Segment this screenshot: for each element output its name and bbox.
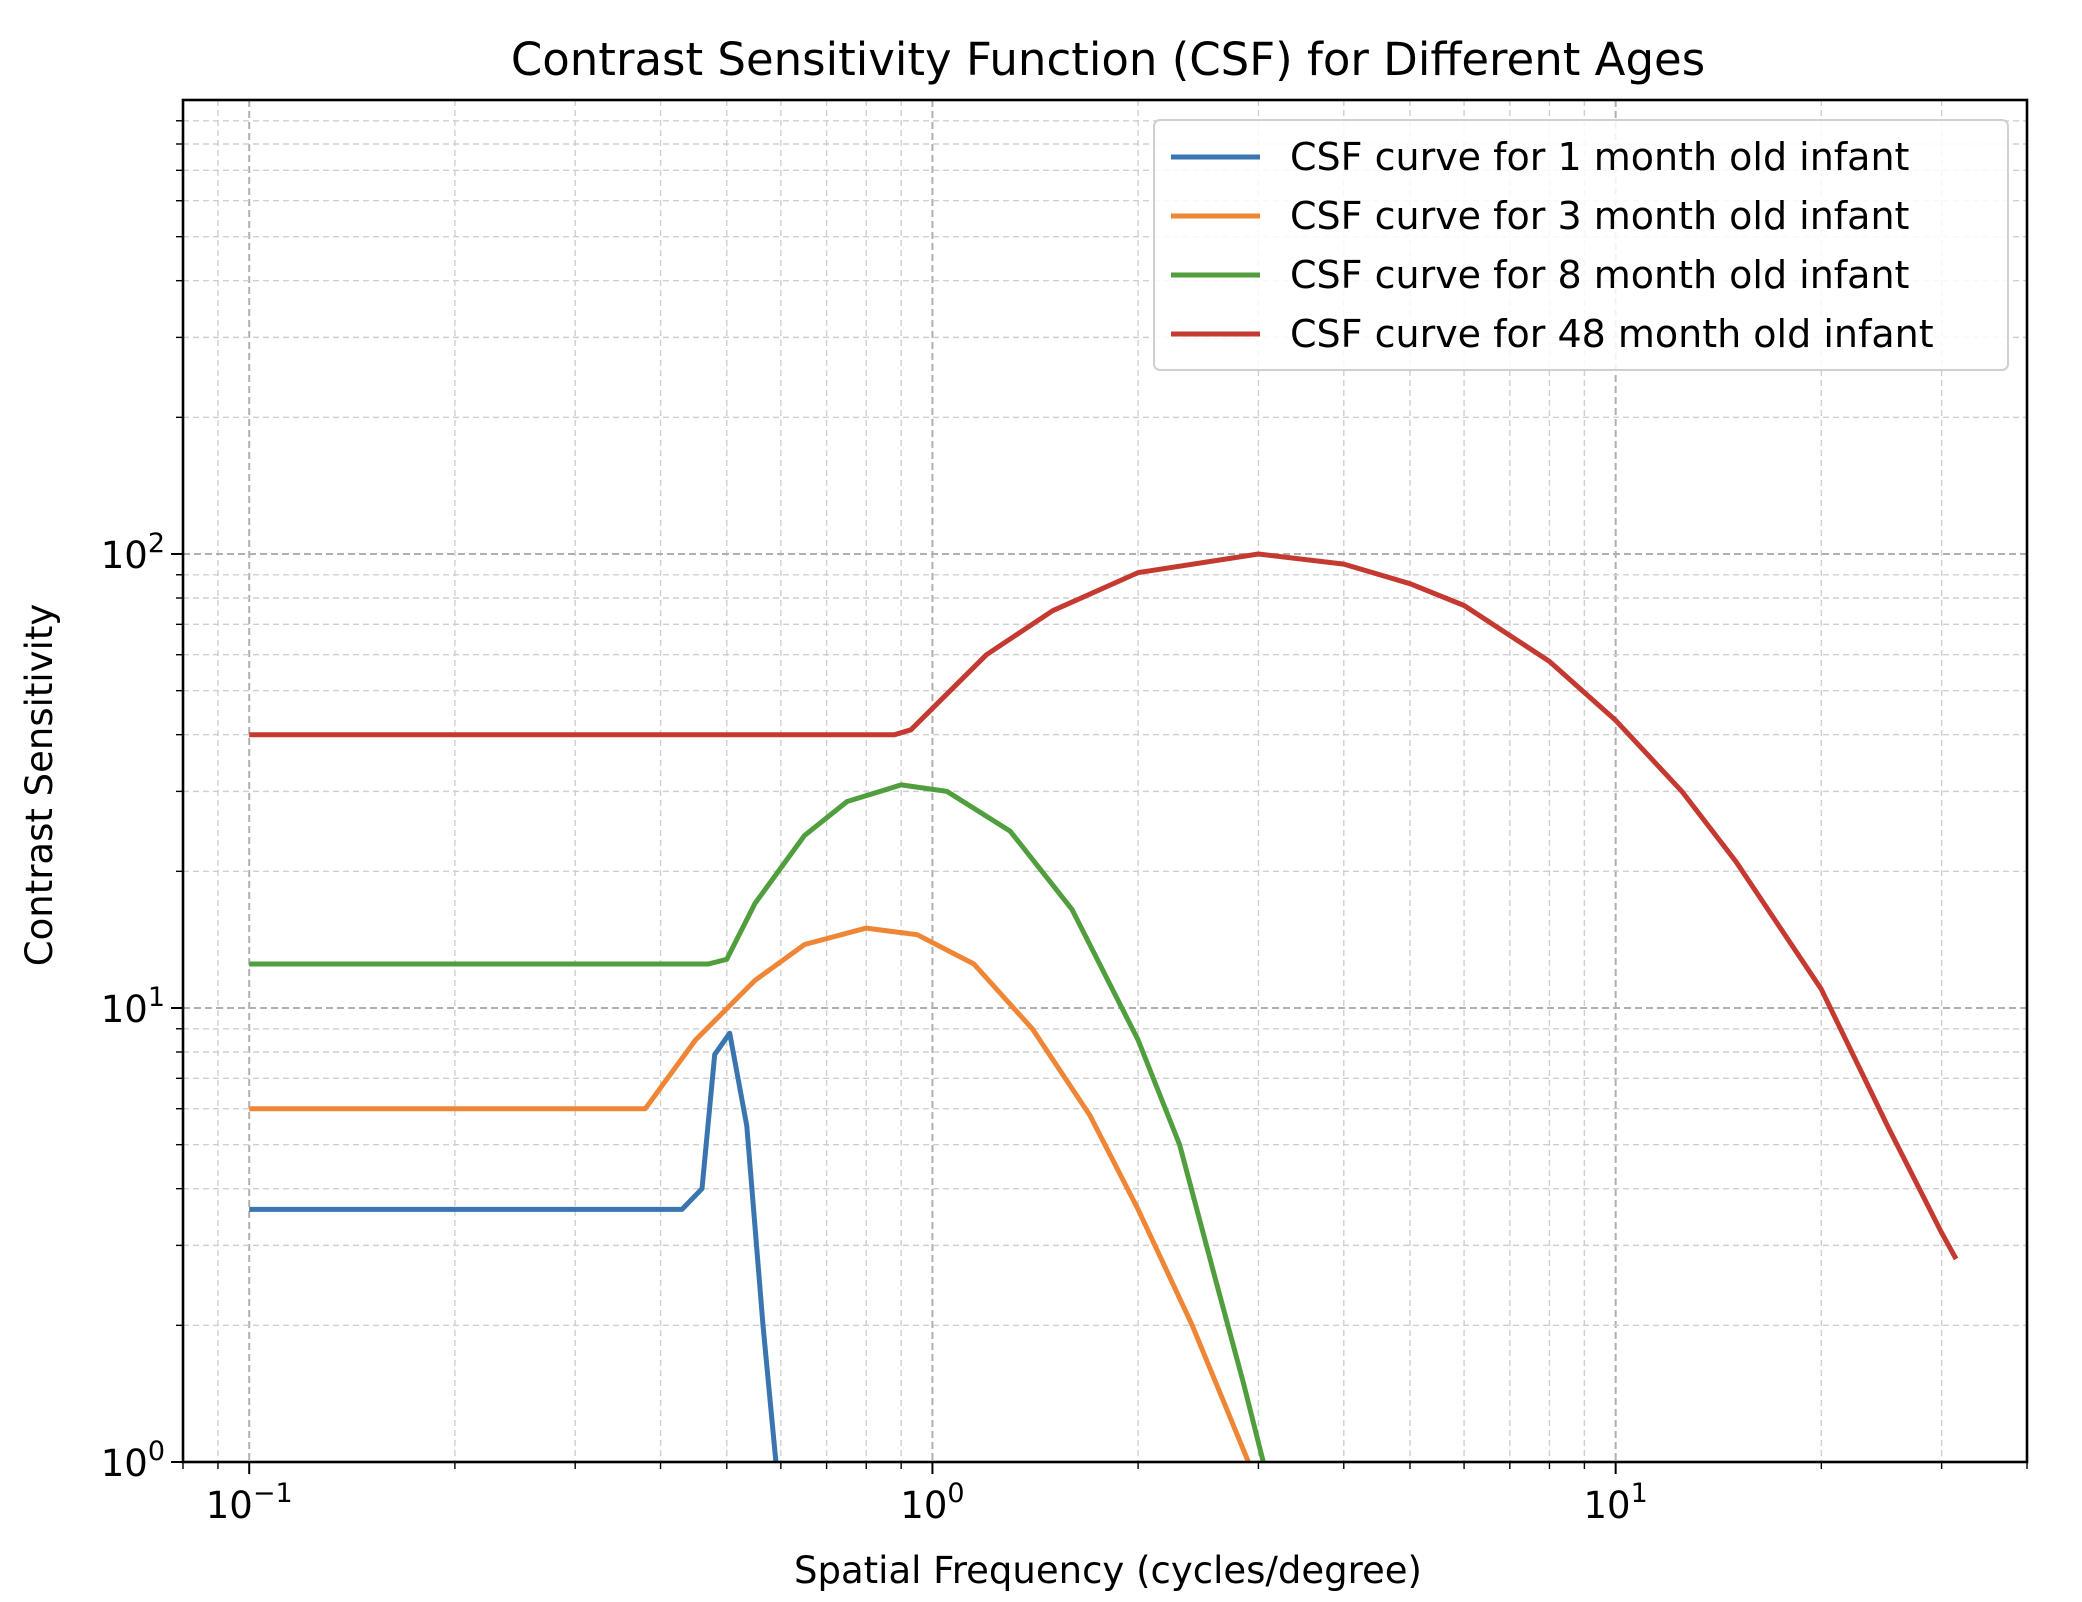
x-tick-label: 100 bbox=[900, 1478, 964, 1527]
legend-label-4: CSF curve for 48 month old infant bbox=[1290, 312, 1934, 356]
legend-label-2: CSF curve for 3 month old infant bbox=[1290, 194, 1909, 238]
axis-tick-labels: 10−1 100 101 100 101 102 bbox=[101, 528, 1648, 1527]
axis-ticks bbox=[171, 120, 2028, 1474]
chart-title: Contrast Sensitivity Function (CSF) for … bbox=[511, 33, 1705, 86]
legend-label-3: CSF curve for 8 month old infant bbox=[1290, 253, 1909, 297]
series-line-1 bbox=[249, 1030, 779, 1463]
legend-label-1: CSF curve for 1 month old infant bbox=[1290, 135, 1909, 179]
series-line-3 bbox=[249, 782, 1266, 1463]
y-tick-label: 101 bbox=[101, 982, 165, 1031]
grid-lines bbox=[182, 100, 2028, 1463]
series-line-4 bbox=[249, 551, 1959, 1261]
y-tick-label: 102 bbox=[101, 528, 165, 577]
legend-items: CSF curve for 1 month old infant CSF curv… bbox=[1171, 135, 1934, 356]
series-line-2 bbox=[249, 925, 1251, 1463]
x-axis-label: Spatial Frequency (cycles/degree) bbox=[794, 1549, 1422, 1592]
plot-frame bbox=[181, 98, 2029, 1464]
y-tick-label: 100 bbox=[101, 1436, 165, 1485]
legend: CSF curve for 1 month old infant CSF curv… bbox=[1153, 119, 2009, 371]
x-tick-label: 10−1 bbox=[206, 1478, 293, 1527]
series-lines bbox=[249, 551, 1959, 1463]
legend-box bbox=[1153, 119, 2009, 371]
y-axis-label: Contrast Sensitivity bbox=[18, 604, 61, 966]
x-tick-label: 101 bbox=[1584, 1478, 1648, 1527]
